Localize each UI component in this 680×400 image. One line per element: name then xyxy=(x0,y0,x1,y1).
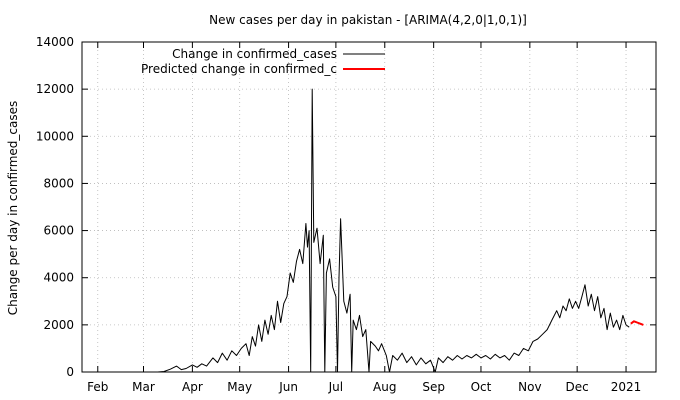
x-tick-label: Nov xyxy=(518,380,541,394)
x-tick-label: Sep xyxy=(422,380,445,394)
x-tick-label: Oct xyxy=(471,380,492,394)
legend: Change in confirmed_cases Predicted chan… xyxy=(141,47,385,76)
legend-label-actual: Change in confirmed_cases xyxy=(172,47,337,61)
y-tick-label: 0 xyxy=(66,365,74,379)
series-line-predicted xyxy=(630,320,644,326)
y-tick-label: 2000 xyxy=(43,318,74,332)
x-tick-label: Apr xyxy=(182,380,203,394)
plot-frame xyxy=(81,41,657,373)
y-tick-label: 8000 xyxy=(43,176,74,190)
y-tick-label: 6000 xyxy=(43,224,74,238)
x-tick-label: May xyxy=(227,380,252,394)
chart-title: New cases per day in pakistan - [ARIMA(4… xyxy=(209,13,527,27)
x-tick-label: Feb xyxy=(87,380,108,394)
x-tick-label: Dec xyxy=(566,380,589,394)
x-tick-label: Mar xyxy=(132,380,155,394)
y-tick-label: 12000 xyxy=(36,82,74,96)
x-tick-label: Jun xyxy=(278,380,298,394)
y-tick-label: 10000 xyxy=(36,129,74,143)
x-tick-label: Aug xyxy=(373,380,396,394)
y-tick-label: 4000 xyxy=(43,271,74,285)
y-tick-label: 14000 xyxy=(36,35,74,49)
x-tick-label: 2021 xyxy=(611,380,642,394)
axis-ticks: 0 2000 4000 6000 8000 10000 12000 14000 Feb Mar Ap… xyxy=(36,35,656,394)
y-axis-label: Change per day in confirmed_cases xyxy=(6,101,20,316)
x-tick-label: Jul xyxy=(328,380,343,394)
legend-label-predicted: Predicted change in confirmed_c xyxy=(141,62,337,76)
